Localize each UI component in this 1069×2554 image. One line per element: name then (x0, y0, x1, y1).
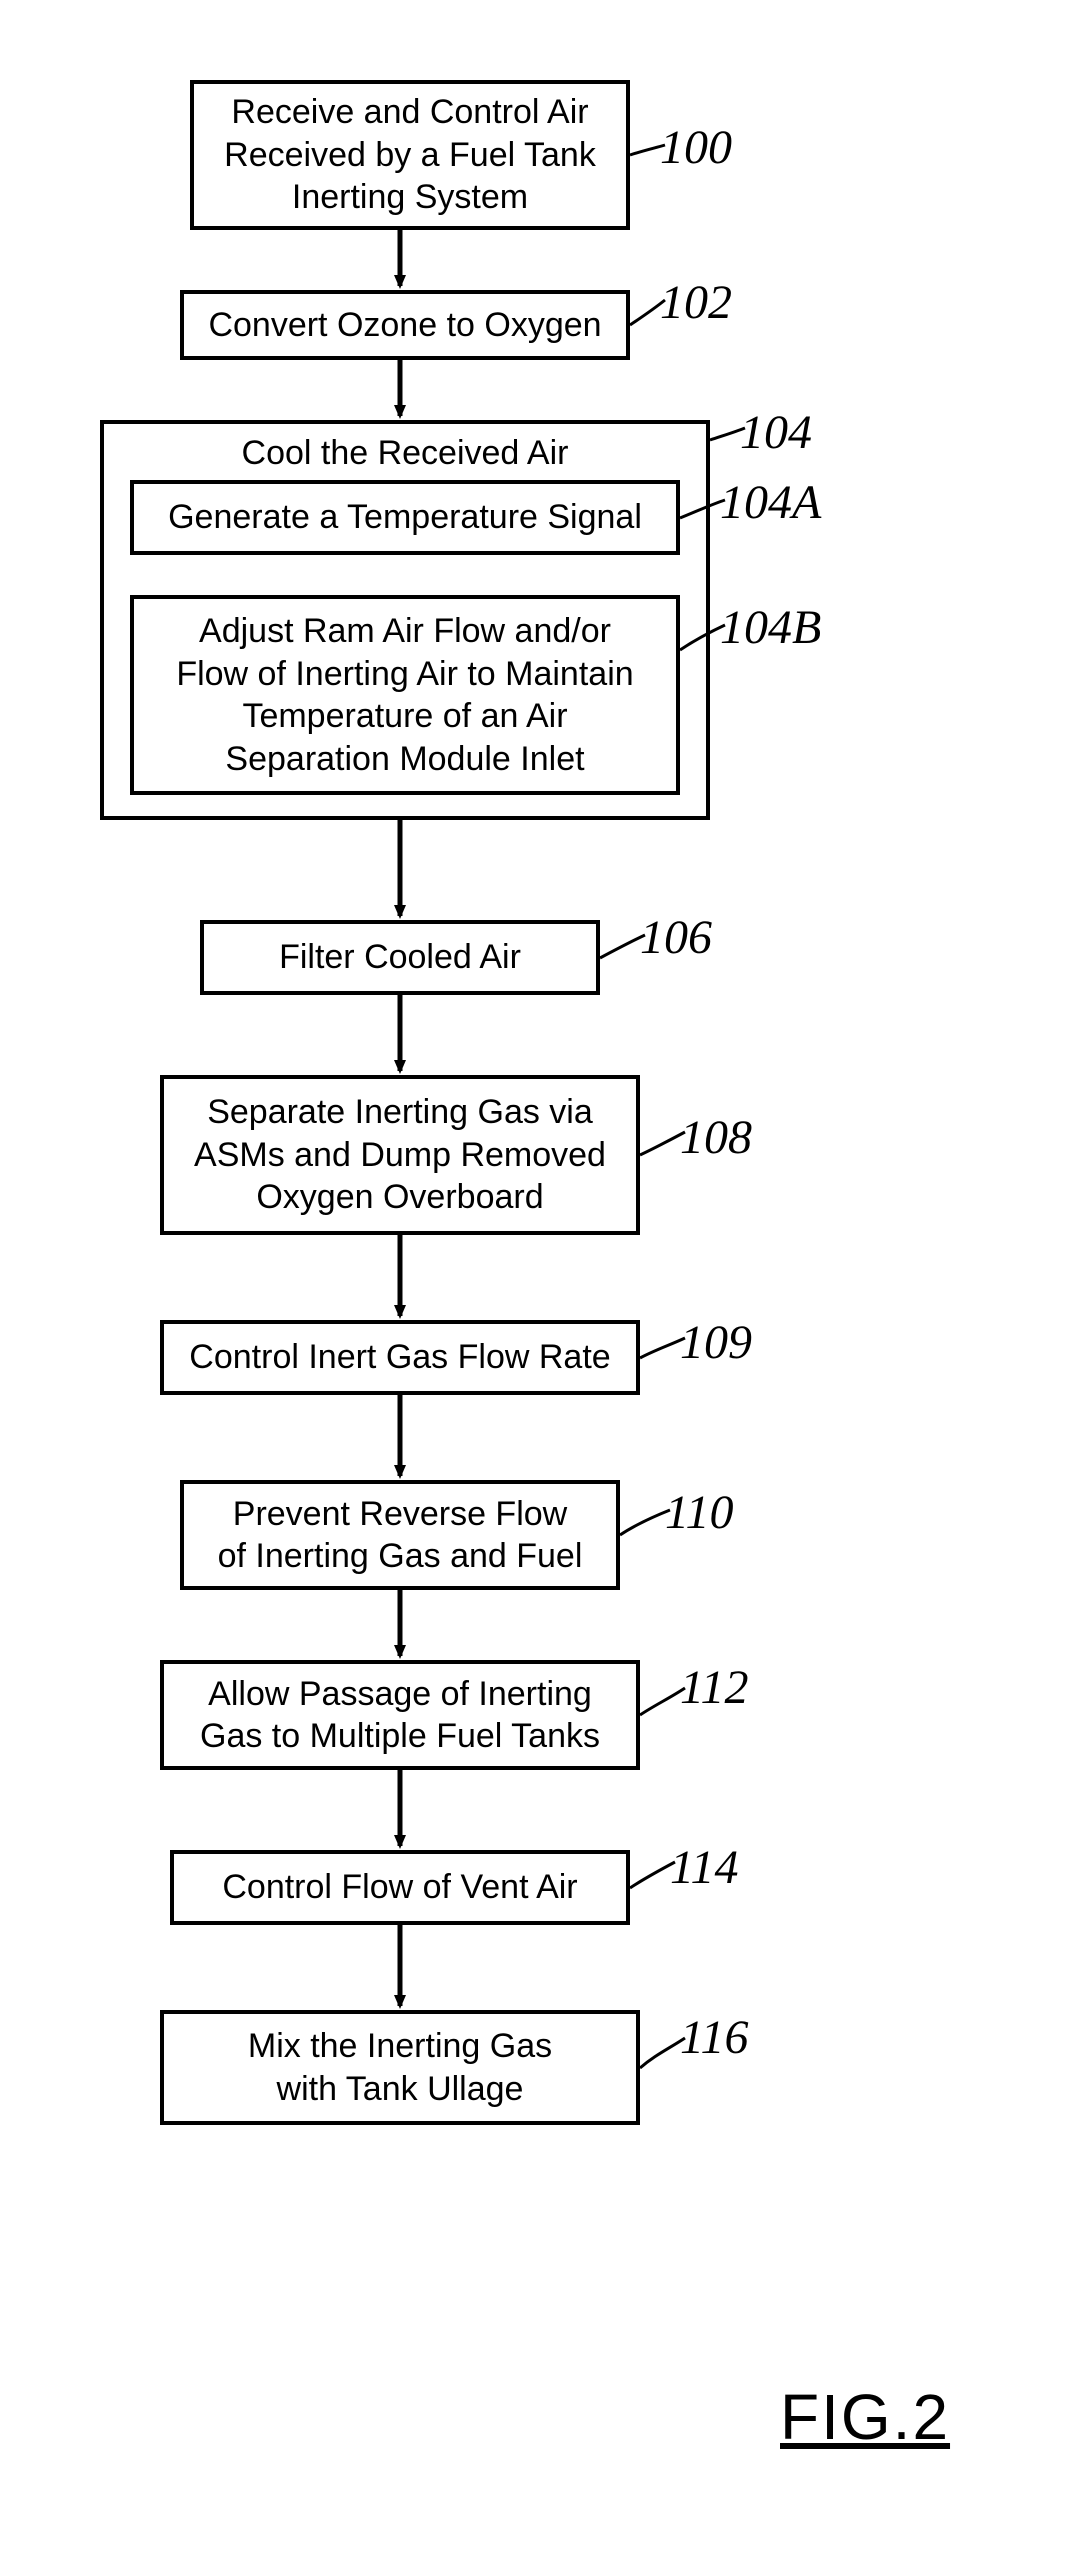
step-control-vent-air: Control Flow of Vent Air (170, 1850, 630, 1925)
ref-104: 104 (740, 405, 812, 460)
step-receive-control-air: Receive and Control AirReceived by a Fue… (190, 80, 630, 230)
ref-110: 110 (665, 1485, 733, 1540)
figure-label: FIG.2 (780, 2380, 950, 2454)
step-label: Adjust Ram Air Flow and/orFlow of Inerti… (176, 610, 633, 780)
step-label: Cool the Received Air (104, 434, 706, 473)
ref-106: 106 (640, 910, 712, 965)
step-prevent-reverse-flow: Prevent Reverse Flowof Inerting Gas and … (180, 1480, 620, 1590)
ref-112: 112 (680, 1660, 748, 1715)
step-label: Convert Ozone to Oxygen (208, 304, 601, 347)
flowchart-canvas: Receive and Control AirReceived by a Fue… (0, 0, 1069, 2554)
step-label: Mix the Inerting Gaswith Tank Ullage (248, 2025, 552, 2110)
step-separate-inerting-gas: Separate Inerting Gas viaASMs and Dump R… (160, 1075, 640, 1235)
step-mix-inerting-gas: Mix the Inerting Gaswith Tank Ullage (160, 2010, 640, 2125)
flow-arrows (0, 0, 1069, 2554)
step-label: Allow Passage of InertingGas to Multiple… (200, 1673, 600, 1758)
ref-102: 102 (660, 275, 732, 330)
step-label: Separate Inerting Gas viaASMs and Dump R… (194, 1091, 606, 1219)
ref-104a: 104A (720, 475, 821, 530)
step-convert-ozone: Convert Ozone to Oxygen (180, 290, 630, 360)
ref-114: 114 (670, 1840, 738, 1895)
step-label: Filter Cooled Air (279, 936, 521, 979)
ref-100: 100 (660, 120, 732, 175)
step-label: Receive and Control AirReceived by a Fue… (224, 91, 596, 219)
step-control-inert-flow-rate: Control Inert Gas Flow Rate (160, 1320, 640, 1395)
ref-108: 108 (680, 1110, 752, 1165)
step-label: Control Flow of Vent Air (222, 1866, 577, 1909)
ref-104b: 104B (720, 600, 821, 655)
step-generate-temp-signal: Generate a Temperature Signal (130, 480, 680, 555)
step-label: Generate a Temperature Signal (168, 496, 642, 539)
step-label: Control Inert Gas Flow Rate (189, 1336, 610, 1379)
step-label: Prevent Reverse Flowof Inerting Gas and … (218, 1493, 583, 1578)
ref-109: 109 (680, 1315, 752, 1370)
step-adjust-ram-air: Adjust Ram Air Flow and/orFlow of Inerti… (130, 595, 680, 795)
step-allow-passage-gas: Allow Passage of InertingGas to Multiple… (160, 1660, 640, 1770)
step-filter-cooled-air: Filter Cooled Air (200, 920, 600, 995)
ref-116: 116 (680, 2010, 748, 2065)
